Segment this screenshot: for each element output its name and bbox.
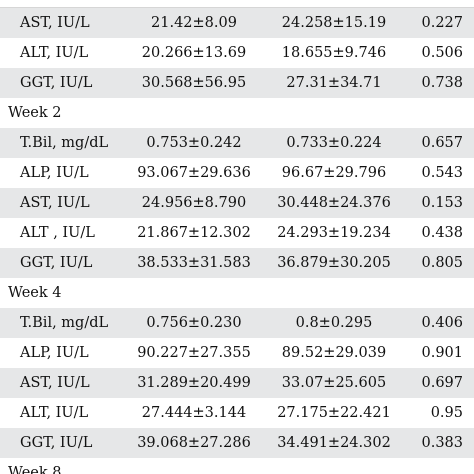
section-label: Week 2 bbox=[8, 105, 62, 121]
row-label: ALT , IU/L bbox=[20, 225, 95, 241]
group-a-value: 90.227±27.355 bbox=[137, 345, 251, 361]
table-row: ALT, IU/L 27.444±3.144 27.175±22.421 0.9… bbox=[0, 398, 474, 428]
row-label: T.Bil, mg/dL bbox=[20, 135, 109, 151]
group-b-value: 24.258±15.19 bbox=[281, 15, 387, 31]
p-value: 0.543 bbox=[421, 165, 463, 181]
row-label: ALP, IU/L bbox=[20, 165, 89, 181]
group-b-value: 27.175±22.421 bbox=[277, 405, 391, 421]
row-label: T.Bil, mg/dL bbox=[20, 315, 109, 331]
table-row: GGT, IU/L 39.068±27.286 34.491±24.302 0.… bbox=[0, 428, 474, 458]
row-label: GGT, IU/L bbox=[20, 75, 93, 91]
p-value: 0.901 bbox=[421, 345, 463, 361]
group-a-value: 93.067±29.636 bbox=[137, 165, 251, 181]
group-b-value: 18.655±9.746 bbox=[281, 45, 387, 61]
row-divider bbox=[0, 7, 474, 8]
section-row-week-8: Week 8 bbox=[0, 458, 474, 474]
table-row: GGT, IU/L 30.568±56.95 27.31±34.71 0.738 bbox=[0, 68, 474, 98]
group-a-value: 27.444±3.144 bbox=[141, 405, 247, 421]
row-label: AST, IU/L bbox=[20, 195, 90, 211]
p-value: 0.805 bbox=[421, 255, 463, 271]
row-label: AST, IU/L bbox=[20, 15, 90, 31]
table-row: AST, IU/L 31.289±20.499 33.07±25.605 0.6… bbox=[0, 368, 474, 398]
table-row: T.Bil, mg/dL 0.753±0.242 0.733±0.224 0.6… bbox=[0, 128, 474, 158]
p-value: 0.227 bbox=[421, 15, 463, 31]
group-b-value: 36.879±30.205 bbox=[277, 255, 391, 271]
table-row: AST, IU/L 21.42±8.09 24.258±15.19 0.227 bbox=[0, 8, 474, 38]
group-a-value: 39.068±27.286 bbox=[137, 435, 251, 451]
p-value: 0.95 bbox=[430, 405, 463, 421]
group-a-value: 30.568±56.95 bbox=[141, 75, 247, 91]
group-b-value: 0.733±0.224 bbox=[286, 135, 382, 151]
table-row: T.Bil, mg/dL 0.756±0.230 0.8±0.295 0.406 bbox=[0, 308, 474, 338]
table-row: ALP, IU/L 90.227±27.355 89.52±29.039 0.9… bbox=[0, 338, 474, 368]
group-b-value: 30.448±24.376 bbox=[277, 195, 391, 211]
table-row: ALT, IU/L 20.266±13.69 18.655±9.746 0.50… bbox=[0, 38, 474, 68]
row-label: ALT, IU/L bbox=[20, 45, 89, 61]
group-a-value: 20.266±13.69 bbox=[141, 45, 247, 61]
table-row: GGT, IU/L 38.533±31.583 36.879±30.205 0.… bbox=[0, 248, 474, 278]
p-value: 0.406 bbox=[421, 315, 463, 331]
row-label: GGT, IU/L bbox=[20, 255, 93, 271]
group-a-value: 21.42±8.09 bbox=[151, 15, 237, 31]
group-b-value: 96.67±29.796 bbox=[281, 165, 387, 181]
section-row-week-2: Week 2 bbox=[0, 98, 474, 128]
p-value: 0.153 bbox=[421, 195, 463, 211]
group-b-value: 0.8±0.295 bbox=[295, 315, 373, 331]
p-value: 0.383 bbox=[421, 435, 463, 451]
table-row: ALP, IU/L 93.067±29.636 96.67±29.796 0.5… bbox=[0, 158, 474, 188]
group-a-value: 38.533±31.583 bbox=[137, 255, 251, 271]
p-value: 0.738 bbox=[421, 75, 463, 91]
group-b-value: 27.31±34.71 bbox=[286, 75, 382, 91]
p-value: 0.697 bbox=[421, 375, 463, 391]
group-b-value: 34.491±24.302 bbox=[277, 435, 391, 451]
table-row: ALT , IU/L 21.867±12.302 24.293±19.234 0… bbox=[0, 218, 474, 248]
row-label: AST, IU/L bbox=[20, 375, 90, 391]
section-row-week-4: Week 4 bbox=[0, 278, 474, 308]
p-value: 0.438 bbox=[421, 225, 463, 241]
table-row: AST, IU/L 24.956±8.790 30.448±24.376 0.1… bbox=[0, 188, 474, 218]
group-a-value: 0.756±0.230 bbox=[146, 315, 242, 331]
row-label: ALP, IU/L bbox=[20, 345, 89, 361]
table-row-partial bbox=[0, 0, 474, 8]
row-label: GGT, IU/L bbox=[20, 435, 93, 451]
group-a-value: 21.867±12.302 bbox=[137, 225, 251, 241]
group-b-value: 89.52±29.039 bbox=[281, 345, 387, 361]
group-b-value: 33.07±25.605 bbox=[281, 375, 387, 391]
row-label: ALT, IU/L bbox=[20, 405, 89, 421]
section-label: Week 8 bbox=[8, 465, 62, 474]
group-a-value: 31.289±20.499 bbox=[137, 375, 251, 391]
p-value: 0.657 bbox=[421, 135, 463, 151]
p-value: 0.506 bbox=[421, 45, 463, 61]
group-a-value: 0.753±0.242 bbox=[146, 135, 242, 151]
group-a-value: 24.956±8.790 bbox=[141, 195, 247, 211]
group-b-value: 24.293±19.234 bbox=[277, 225, 391, 241]
section-label: Week 4 bbox=[8, 285, 62, 301]
